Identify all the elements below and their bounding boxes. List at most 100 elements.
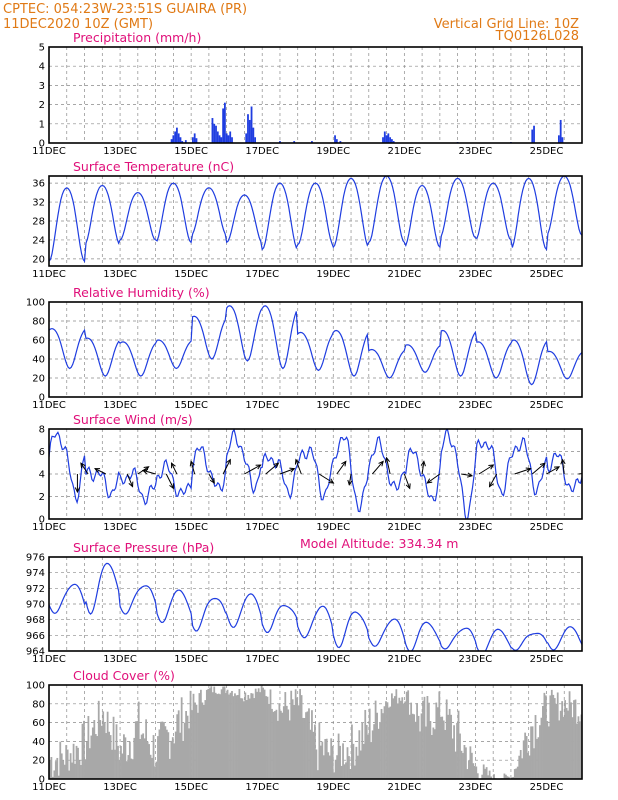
cloud-bar: [525, 736, 528, 779]
y-tick-label: 0: [39, 393, 45, 404]
cloud-bar: [279, 710, 282, 779]
cloud-bar: [506, 776, 509, 779]
cloud-bar: [253, 698, 256, 779]
cloud-bar: [352, 743, 355, 779]
cloud-bar: [383, 706, 386, 779]
cloud-bar: [531, 726, 534, 779]
wind-vector-head: [378, 460, 384, 467]
panel-frame: [48, 556, 583, 652]
cloud-bar: [342, 743, 344, 779]
x-tick-label: 15DEC: [174, 146, 208, 157]
x-tick-label: 15DEC: [174, 522, 208, 533]
cloud-bar: [321, 741, 324, 779]
cloud-bar: [128, 741, 131, 779]
cloud-bar: [143, 738, 146, 779]
cloud-bar: [311, 710, 313, 779]
y-tick-label: 40: [32, 737, 45, 748]
cloud-bar: [550, 689, 553, 779]
cloud-bar: [171, 737, 174, 779]
panel-title: Surface Temperature (nC): [73, 159, 234, 174]
model-code: TQ0126L028: [495, 29, 579, 44]
cloud-bar: [419, 731, 421, 779]
cloud-bar: [460, 750, 463, 779]
cloud-bar: [257, 688, 260, 779]
precip-bar: [335, 139, 338, 143]
x-tick-label: 23DEC: [459, 654, 493, 665]
cloud-bar: [74, 763, 76, 779]
cloud-bar: [134, 721, 137, 779]
y-tick-label: 4: [39, 470, 45, 481]
y-tick-label: 966: [26, 631, 45, 642]
y-tick-label: 20: [32, 254, 45, 265]
cloud-bar: [399, 700, 402, 779]
x-tick-label: 11DEC: [32, 269, 66, 280]
x-tick-label: 11DEC: [32, 146, 66, 157]
panel-frame: [48, 428, 583, 520]
cloud-bar: [200, 689, 202, 779]
panel-frame: [48, 684, 583, 780]
y-tick-label: 80: [32, 699, 45, 710]
precip-bar: [533, 125, 535, 143]
cloud-bar: [293, 705, 296, 779]
y-tick-label: 0: [39, 515, 45, 526]
panel-series: [49, 429, 597, 519]
cloud-bar: [207, 688, 210, 779]
cloud-bar: [314, 724, 316, 779]
cloud-bar: [216, 694, 219, 779]
station-info: CPTEC: 054:23W-23:51S GUAIRA (PR): [3, 2, 247, 17]
cloud-bar: [490, 776, 492, 779]
cloud-bar: [371, 730, 374, 779]
cloud-bar: [441, 716, 444, 779]
cloud-bar: [121, 753, 124, 779]
y-tick-label: 6: [39, 447, 45, 458]
cloud-bar: [308, 708, 310, 779]
x-tick-label: 15DEC: [174, 782, 208, 793]
cloud-bar: [410, 702, 413, 779]
cloud-bar: [448, 708, 451, 779]
wind-vector: [336, 461, 347, 475]
cloud-bar: [241, 698, 244, 779]
wind-vector-head: [592, 470, 597, 474]
cloud-bar: [131, 759, 134, 779]
wind-vector-head: [384, 456, 391, 463]
cloud-bar: [198, 693, 201, 779]
cloud-bar: [195, 704, 198, 779]
cloud-bar: [115, 724, 118, 779]
cloud-bar: [401, 697, 404, 779]
wind-vector: [546, 466, 560, 475]
cloud-bar: [318, 722, 321, 779]
cloud-bar: [528, 755, 531, 779]
x-tick-label: 15DEC: [174, 654, 208, 665]
cloud-bar: [336, 755, 339, 779]
x-tick-label: 17DEC: [245, 146, 279, 157]
cloud-bar: [315, 749, 318, 779]
wind-vector-head: [467, 472, 474, 478]
wind-vector-head: [189, 460, 195, 467]
panel-series: [49, 176, 582, 264]
x-tick-label: 21DEC: [387, 782, 421, 793]
y-tick-label: 2: [39, 100, 45, 111]
cloud-bar: [137, 701, 140, 779]
cloud-bar: [118, 759, 121, 779]
cloud-bar: [179, 732, 182, 779]
cloud-bar: [564, 700, 567, 779]
panel-title: Surface Wind (m/s): [73, 412, 193, 427]
cloud-bar: [328, 755, 331, 779]
cloud-bar: [50, 756, 53, 779]
cloud-bar: [214, 692, 217, 779]
panel-4: 0 2 4 6 8 Surface Wind (m/s) 11DEC 13DEC 15DEC 17…: [32, 412, 597, 533]
cloud-bar: [463, 745, 466, 779]
panel-series: [170, 102, 564, 143]
precip-bar: [192, 137, 194, 143]
cloud-bar: [239, 698, 242, 779]
y-tick-label: 968: [26, 615, 45, 626]
cloud-bar: [392, 698, 395, 779]
cloud-bar: [165, 729, 168, 779]
cloud-bar: [466, 769, 469, 779]
cloud-bar: [288, 720, 291, 779]
cloud-bar: [287, 709, 290, 779]
wind-vector-head: [74, 487, 81, 494]
cloud-bar: [96, 736, 99, 779]
cloud-bar: [325, 738, 328, 779]
